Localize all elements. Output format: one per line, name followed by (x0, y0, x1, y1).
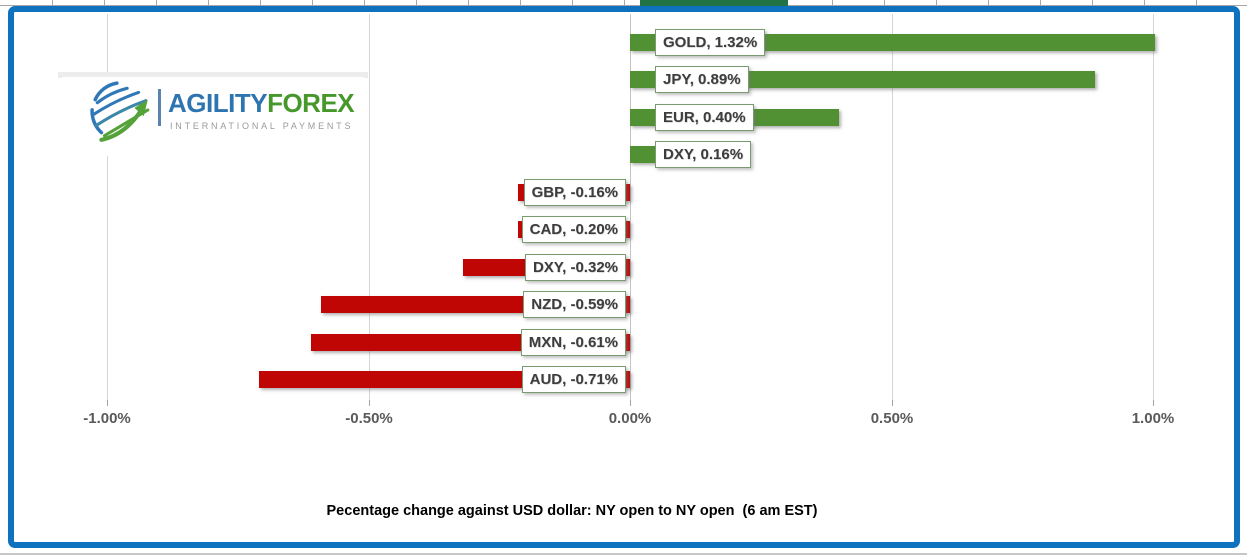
column-divider-tick (52, 0, 53, 5)
column-divider-tick (572, 0, 573, 5)
column-divider-tick (312, 0, 313, 5)
logo-brand-secondary: FOREX (267, 88, 355, 118)
x-axis-tick (892, 400, 893, 406)
x-axis-tick (369, 400, 370, 406)
data-label-gbp-neg: GBP, -0.16% (523, 178, 626, 206)
logo-wordmark: AGILITYFOREX (168, 88, 355, 119)
column-divider-tick (936, 0, 937, 5)
spreadsheet-column-strip (0, 0, 1247, 6)
data-label-dxy-pos: DXY, 0.16% (655, 141, 752, 168)
agilityforex-logo: AGILITYFOREX INTERNATIONAL PAYMENTS (58, 70, 368, 156)
logo-brand-primary: AGILITY (168, 88, 268, 118)
data-label-eur-pos: EUR, 0.40% (655, 103, 754, 131)
x-axis-tick-label: -1.00% (83, 410, 131, 427)
x-axis-tick (630, 400, 631, 406)
chart-title: Pecentage change against USD dollar: NY … (326, 503, 818, 519)
column-divider-tick (208, 0, 209, 5)
column-divider-tick (1040, 0, 1041, 5)
bottom-hairline (0, 553, 1247, 555)
data-label-gold-pos: GOLD, 1.32% (655, 28, 766, 56)
x-axis-tick (1153, 400, 1154, 406)
column-divider-tick (260, 0, 261, 5)
selected-range-indicator (640, 0, 788, 6)
gridline (107, 14, 108, 400)
column-divider-tick (832, 0, 833, 5)
logo-gray-band (58, 72, 368, 78)
column-divider-tick (624, 0, 625, 5)
data-label-cad-neg: CAD, -0.20% (521, 216, 626, 243)
column-divider-tick (468, 0, 469, 5)
data-label-dxy-neg: DXY, -0.32% (524, 253, 626, 281)
x-axis-tick-label: 0.50% (870, 410, 914, 427)
column-divider-tick (104, 0, 105, 5)
x-axis-tick (107, 400, 108, 406)
logo-tagline: INTERNATIONAL PAYMENTS (170, 121, 354, 131)
x-axis-tick-label: 0.00% (608, 410, 652, 427)
data-label-aud-neg: AUD, -0.71% (521, 366, 626, 393)
gridline (369, 14, 370, 400)
gridline (1153, 14, 1154, 400)
column-divider-tick (988, 0, 989, 5)
data-label-jpy-pos: JPY, 0.89% (655, 66, 749, 93)
column-divider-tick (1196, 0, 1197, 5)
gridline (892, 14, 893, 400)
globe-arrow-icon (90, 81, 150, 142)
data-label-mxn-neg: MXN, -0.61% (520, 328, 626, 356)
logo-separator (158, 89, 161, 126)
x-axis-tick-label: -0.50% (345, 410, 393, 427)
column-divider-tick (416, 0, 417, 5)
column-divider-tick (884, 0, 885, 5)
column-divider-tick (520, 0, 521, 5)
column-divider-tick (156, 0, 157, 5)
data-label-nzd-neg: NZD, -0.59% (523, 291, 626, 318)
column-divider-tick (1092, 0, 1093, 5)
column-divider-tick (364, 0, 365, 5)
gridline (630, 14, 631, 400)
x-axis-tick-label: 1.00% (1131, 410, 1175, 427)
column-divider-tick (1144, 0, 1145, 5)
logo-background: AGILITYFOREX INTERNATIONAL PAYMENTS (62, 77, 364, 156)
